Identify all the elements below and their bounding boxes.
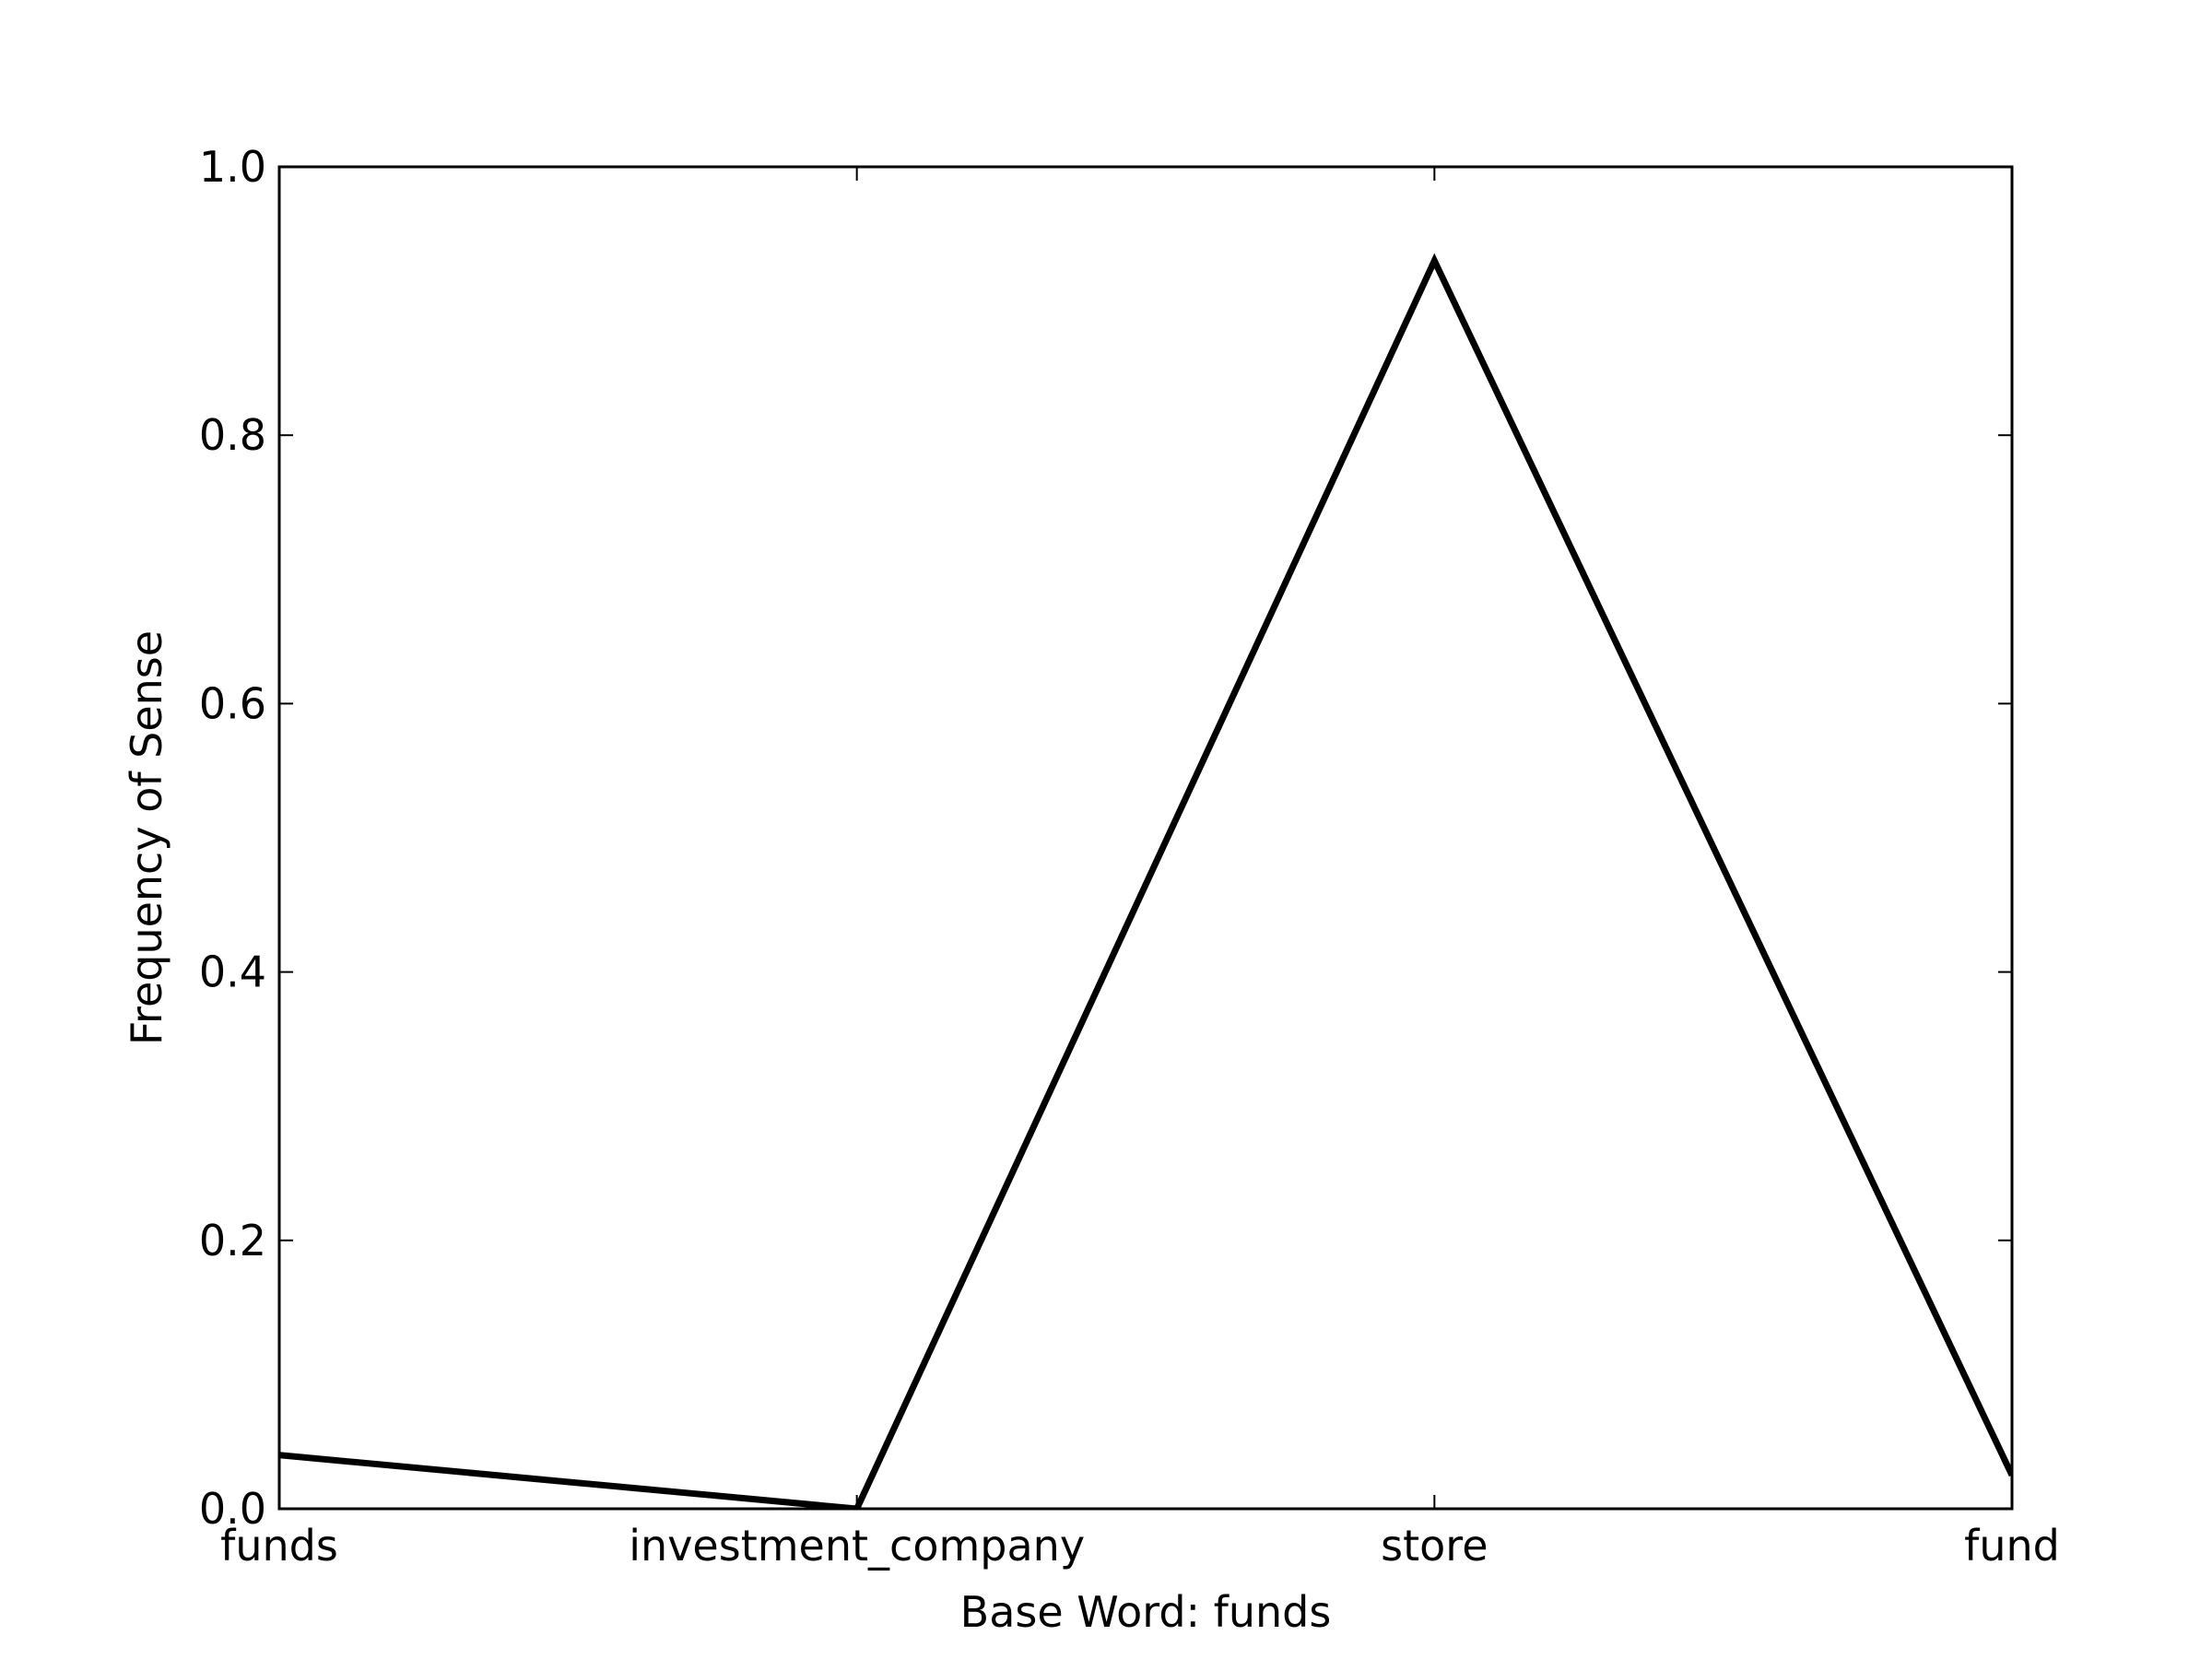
y-tick-label: 0.4 bbox=[199, 947, 266, 997]
y-tick-label: 0.6 bbox=[199, 678, 266, 728]
x-tick-label: fund bbox=[1964, 1521, 2060, 1571]
y-tick-label: 0.8 bbox=[199, 410, 266, 460]
y-axis-label: Frequency of Sense bbox=[122, 630, 171, 1045]
x-axis-label: Base Word: funds bbox=[960, 1587, 1332, 1637]
labels-layer: 0.0 0.2 0.4 0.6 0.8 1.0 funds investment_compan… bbox=[199, 142, 2060, 1571]
series-layer bbox=[279, 253, 2012, 1509]
x-tick-label: funds bbox=[220, 1521, 338, 1571]
y-tick-label: 0.0 bbox=[199, 1484, 266, 1534]
ticks-layer bbox=[278, 166, 2013, 1510]
plot-frame bbox=[277, 165, 2014, 1511]
x-tick-label: store bbox=[1381, 1521, 1488, 1571]
x-tick-label: investment_company bbox=[629, 1521, 1085, 1571]
y-tick-label: 0.2 bbox=[199, 1216, 266, 1265]
series-line bbox=[279, 253, 2012, 1509]
y-tick-label: 1.0 bbox=[199, 142, 266, 192]
